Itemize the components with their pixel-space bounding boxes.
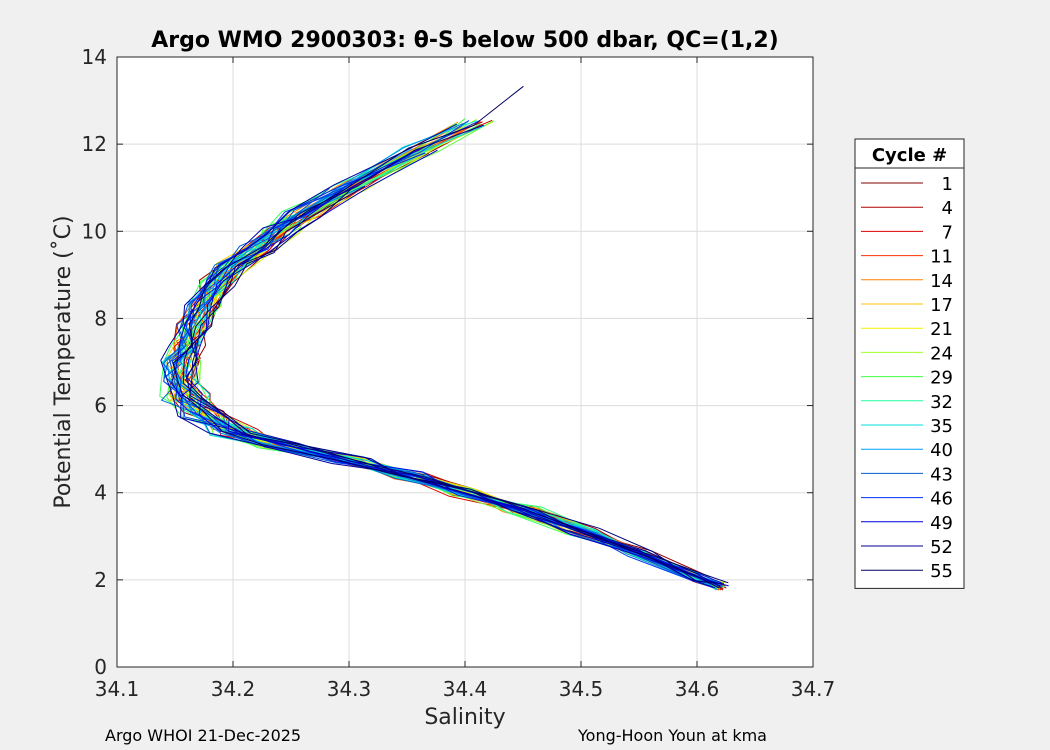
profile-line [189, 124, 722, 588]
profile-curves [159, 85, 729, 591]
legend-entry-label: 49 [930, 513, 953, 534]
profile-line [184, 185, 724, 585]
legend-entry-label: 24 [930, 343, 953, 364]
legend-entry-label: 1 [942, 174, 953, 195]
legend-entry-label: 35 [930, 416, 953, 437]
y-tick-label: 6 [94, 394, 107, 418]
profile-line [172, 85, 720, 589]
legend-entry-label: 4 [942, 198, 953, 219]
axis-ticks: 34.1 34.2 34.3 34.4 34.5 34.6 34.7 0 2 4 6 8 10 12 14 [82, 45, 836, 701]
profile-line [181, 151, 723, 584]
legend-entry-label: 40 [930, 440, 953, 461]
y-tick-label: 8 [94, 306, 107, 330]
x-tick-label: 34.7 [791, 677, 836, 701]
legend-title: Cycle # [872, 145, 947, 166]
x-tick-label: 34.2 [211, 677, 256, 701]
legend-entry-label: 17 [930, 295, 953, 316]
x-tick-label: 34.3 [327, 677, 372, 701]
y-tick-label: 12 [82, 132, 107, 156]
profile-line [185, 149, 729, 587]
y-axis-label: Potential Temperature (˚C) [51, 215, 76, 508]
y-tick-label: 2 [94, 568, 107, 592]
y-tick-label: 4 [94, 481, 107, 505]
y-tick-label: 14 [82, 45, 107, 69]
profile-line [171, 152, 717, 583]
legend-entry-label: 55 [930, 561, 953, 582]
legend-entry-label: 14 [930, 271, 953, 292]
legend-entry-label: 32 [930, 392, 953, 413]
profile-line [182, 188, 729, 584]
legend-entry-label: 29 [930, 368, 953, 389]
chart-title: Argo WMO 2900303: θ-S below 500 dbar, QC… [151, 28, 779, 53]
x-tick-label: 34.5 [559, 677, 604, 701]
legend-entry-label: 11 [930, 247, 953, 268]
legend-entry-label: 7 [942, 222, 953, 243]
footer-right: Yong-Hoon Youn at kma [578, 726, 767, 745]
x-tick-label: 34.4 [443, 677, 488, 701]
legend-box [854, 138, 965, 589]
x-tick-label: 34.6 [675, 677, 720, 701]
legend-entry-label: 21 [930, 319, 953, 340]
legend-entry-label: 52 [930, 537, 953, 558]
legend-entry-label: 46 [930, 489, 953, 510]
x-tick-label: 34.1 [95, 677, 140, 701]
legend-entry-label: 43 [930, 464, 953, 485]
x-axis-label: Salinity [424, 705, 505, 730]
footer-left: Argo WHOI 21-Dec-2025 [105, 726, 302, 745]
y-tick-label: 0 [94, 655, 107, 679]
y-tick-label: 10 [82, 219, 107, 243]
